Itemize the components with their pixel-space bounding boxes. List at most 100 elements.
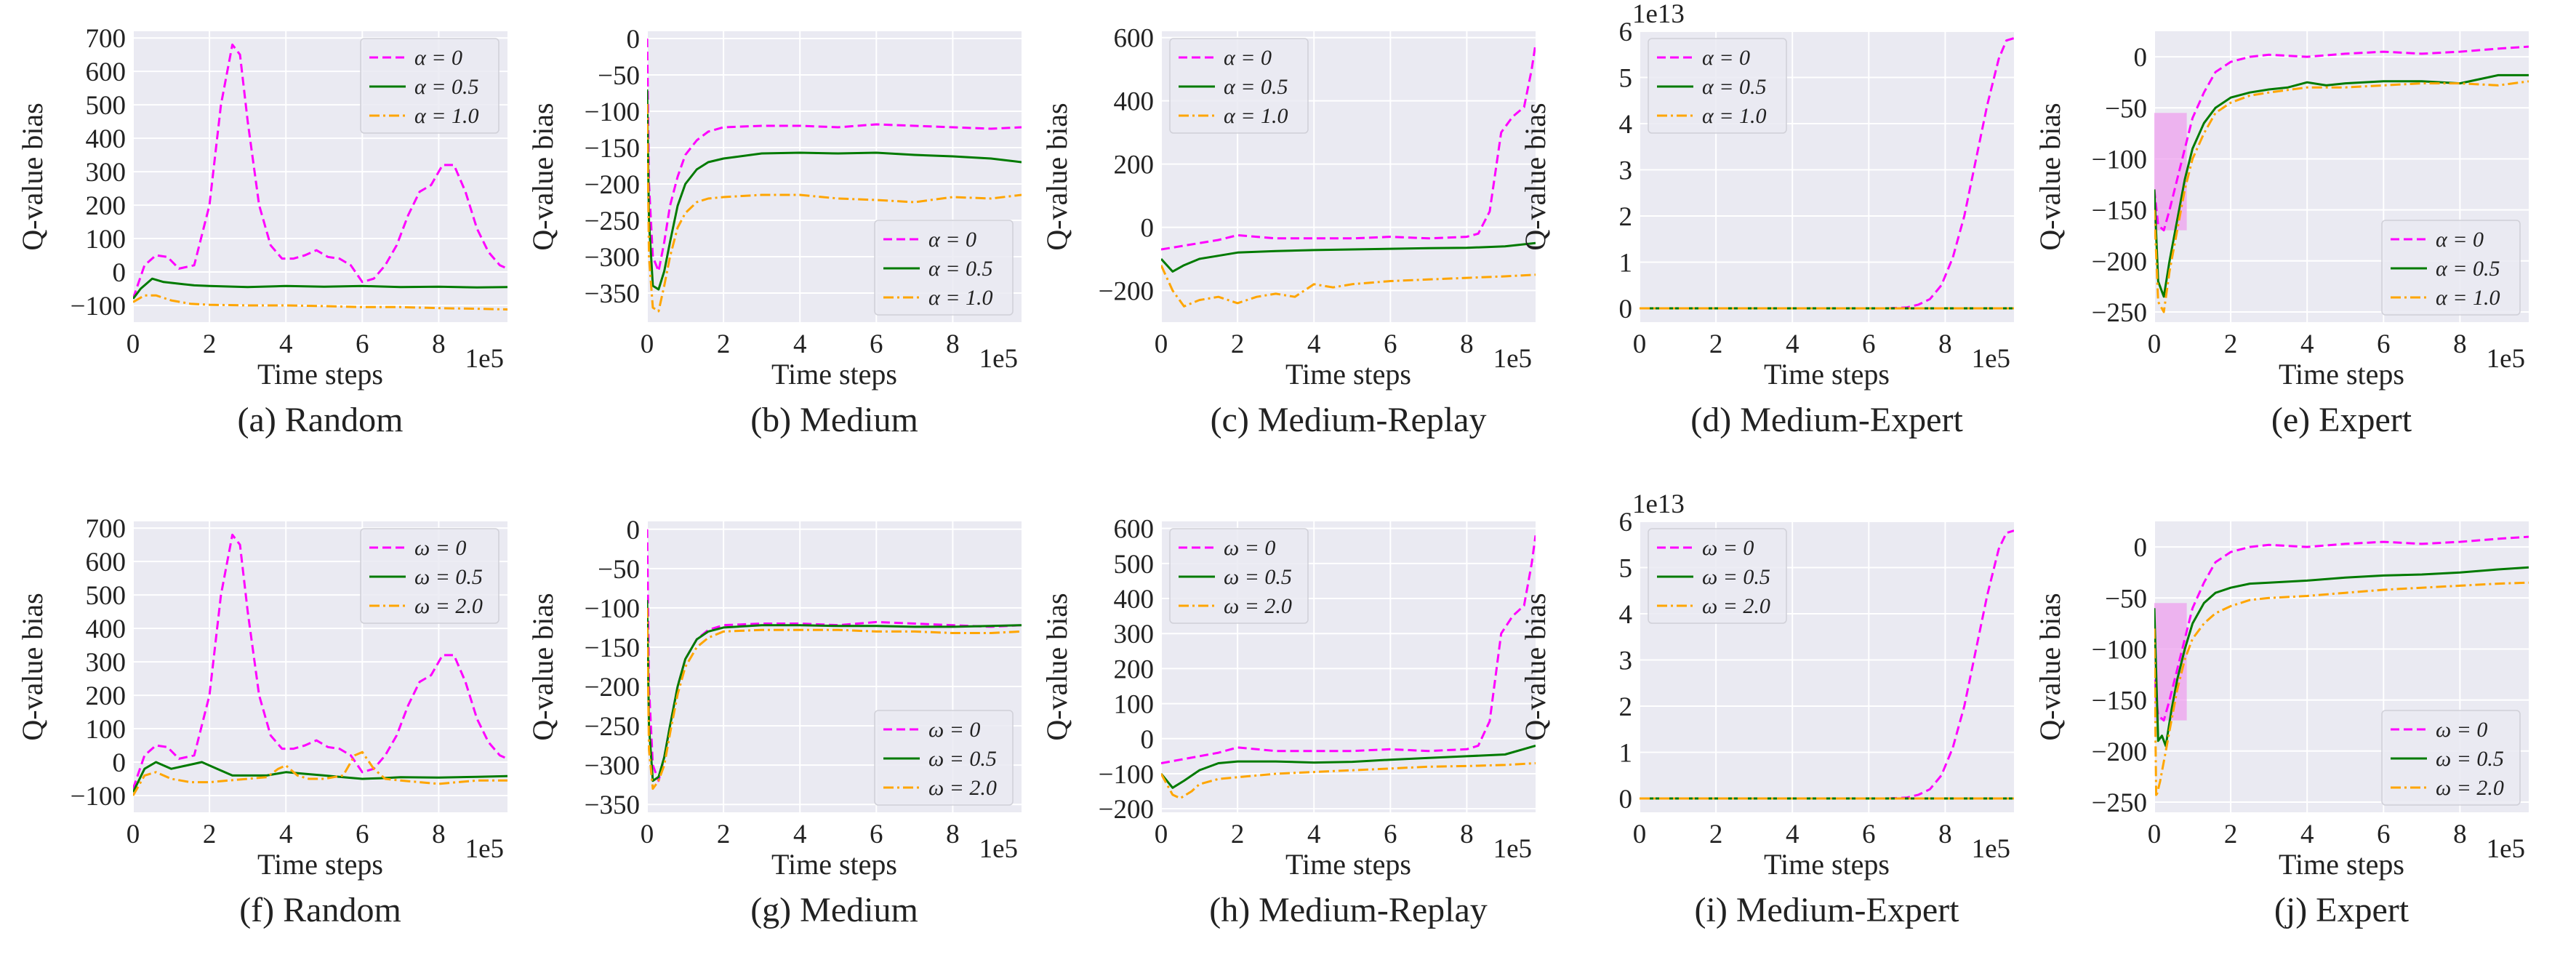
x-tick-label: 6 [1862, 820, 1876, 849]
series-line [647, 89, 1022, 291]
legend-label: ω = 0.5 [928, 747, 997, 771]
y-tick-label: 0 [113, 748, 127, 778]
legend-label: ω = 0 [414, 536, 466, 560]
panel-caption: (i) Medium-Expert [1695, 891, 1960, 929]
x-tick-label: 4 [1786, 820, 1799, 849]
y-tick-label: 400 [1114, 87, 1155, 117]
legend-label: α = 0 [1224, 46, 1272, 70]
x-tick-label: 0 [641, 820, 654, 849]
x-tick-label: 4 [1307, 820, 1321, 849]
x-tick-label: 4 [2300, 820, 2314, 849]
legend: ω = 0 ω = 0.5 ω = 2.0 [360, 528, 499, 624]
y-axis-label: Q-value bias [2034, 593, 2066, 740]
legend-label: α = 0.5 [1702, 75, 1767, 99]
y-tick-label: 600 [1114, 24, 1155, 54]
legend-box [360, 38, 499, 134]
legend: α = 0 α = 0.5 α = 1.0 [874, 220, 1014, 316]
y-tick-label: 4 [1619, 600, 1633, 630]
y-tick-label: −200 [585, 170, 640, 200]
x-offset-label: 1e5 [1493, 834, 1532, 864]
chart-panel: 0 2 4 6 8 −350 −300 −250 −200 −150 −100 −50 0 1e5 Time… [526, 25, 1022, 439]
y-tick-label: −150 [2092, 196, 2147, 226]
series-line [1161, 762, 1536, 800]
y-tick-label: 1 [1619, 248, 1633, 278]
y-tick-label: 3 [1619, 156, 1633, 185]
series-group [133, 533, 507, 796]
legend-label: ω = 2.0 [928, 776, 997, 800]
legend: α = 0 α = 0.5 α = 1.0 [1648, 38, 1787, 134]
y-tick-label: −250 [2092, 298, 2147, 328]
y-tick-label: 3 [1619, 646, 1633, 676]
y-tick-label: 2 [1619, 692, 1633, 722]
y-tick-label: 300 [86, 158, 127, 188]
x-axis-label: Time steps [1764, 358, 1890, 391]
series-line [2154, 80, 2529, 313]
y-axis-label: Q-value bias [2034, 103, 2066, 250]
legend-label: ω = 0 [1224, 536, 1275, 560]
y-tick-label: 0 [113, 258, 127, 288]
y-tick-label: 100 [86, 225, 127, 255]
y-tick-label: −300 [585, 751, 640, 781]
x-tick-label: 2 [717, 329, 731, 359]
y-tick-label: 600 [86, 548, 127, 577]
x-tick-label: 4 [1307, 329, 1321, 359]
x-tick-label: 6 [1862, 329, 1876, 359]
series-group [2154, 45, 2529, 313]
y-tick-label: 400 [86, 614, 127, 644]
series-group [133, 43, 507, 311]
x-offset-label: 1e5 [979, 344, 1018, 374]
x-tick-label: 0 [2148, 329, 2162, 359]
y-tick-label: 6 [1619, 508, 1633, 537]
legend-box [1648, 528, 1787, 624]
y-tick-label: 0 [1619, 295, 1633, 324]
legend-box [360, 528, 499, 624]
legend-label: α = 1.0 [414, 104, 479, 128]
legend: α = 0 α = 0.5 α = 1.0 [360, 38, 499, 134]
panel-caption: (b) Medium [750, 401, 918, 439]
series-group [647, 529, 1022, 790]
panel-caption: (h) Medium-Replay [1209, 891, 1488, 929]
y-tick-label: −200 [2092, 247, 2147, 277]
y-tick-label: −100 [2092, 635, 2147, 665]
y-tick-label: −200 [2092, 737, 2147, 767]
x-tick-label: 2 [1709, 820, 1723, 849]
x-tick-label: 0 [1155, 820, 1168, 849]
legend-label: ω = 0.5 [1702, 565, 1770, 589]
x-tick-label: 4 [1786, 329, 1799, 359]
legend-label: α = 0.5 [928, 257, 993, 281]
y-axis-label: Q-value bias [526, 103, 559, 250]
x-tick-label: 8 [432, 820, 446, 849]
y-tick-label: 500 [1114, 550, 1155, 580]
x-tick-label: 6 [1384, 329, 1397, 359]
x-tick-label: 2 [2224, 329, 2238, 359]
x-tick-label: 8 [1938, 329, 1952, 359]
y-tick-label: 0 [1141, 214, 1155, 244]
x-axis-label: Time steps [1764, 848, 1890, 881]
y-tick-label: 6 [1619, 17, 1633, 47]
y-tick-label: 5 [1619, 63, 1633, 93]
y-tick-label: −200 [585, 673, 640, 702]
legend: ω = 0 ω = 0.5 ω = 2.0 [1648, 528, 1787, 624]
series-group [1640, 529, 2014, 800]
y-offset-label: 1e13 [1632, 0, 1685, 29]
series-line [133, 294, 507, 311]
x-tick-label: 6 [2377, 820, 2391, 849]
y-tick-label: −250 [2092, 788, 2147, 818]
chart-panel: 0 2 4 6 8 −250 −200 −150 −100 −50 0 1e5 Time steps Q-… [2034, 521, 2529, 929]
series-line [1161, 241, 1536, 273]
chart-panel: 0 2 4 6 8 0 1 2 3 4 5 6 1e5 1e13 Time steps Q-value bia… [1519, 0, 2014, 439]
panel-caption: (g) Medium [750, 891, 918, 929]
series-line [1161, 44, 1536, 251]
legend-box [874, 710, 1014, 806]
x-offset-label: 1e5 [465, 344, 504, 374]
x-offset-label: 1e5 [1493, 344, 1532, 374]
legend: ω = 0 ω = 0.5 ω = 2.0 [874, 710, 1014, 806]
y-tick-label: 700 [86, 24, 127, 54]
legend: α = 0 α = 0.5 α = 1.0 [2381, 220, 2521, 316]
legend-box [874, 220, 1014, 316]
y-tick-label: 0 [2134, 533, 2148, 563]
legend-box [2381, 220, 2521, 316]
chart-panel: 0 2 4 6 8 0 1 2 3 4 5 6 1e5 1e13 Time steps Q-value bia… [1519, 489, 2014, 929]
